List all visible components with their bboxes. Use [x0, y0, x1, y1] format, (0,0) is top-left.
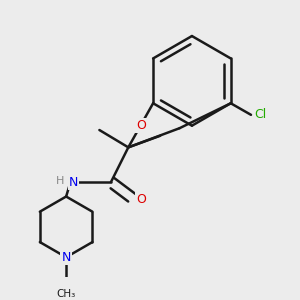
Text: O: O: [136, 119, 146, 132]
Text: Cl: Cl: [254, 108, 266, 121]
Text: O: O: [136, 193, 146, 206]
Text: N: N: [69, 176, 78, 189]
Text: N: N: [61, 251, 71, 264]
Text: H: H: [56, 176, 64, 186]
Text: CH₃: CH₃: [56, 289, 76, 299]
